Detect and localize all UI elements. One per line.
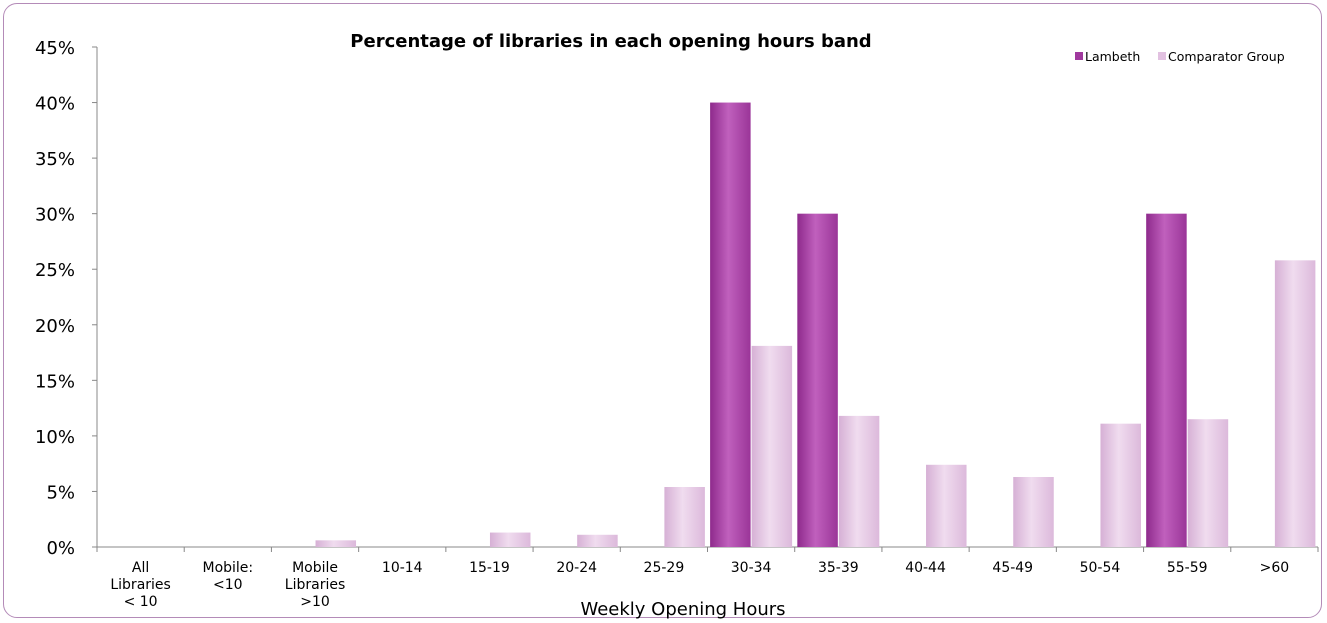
x-tick-label: 55-59 — [1167, 560, 1208, 576]
x-tick-label: 20-24 — [556, 560, 597, 576]
y-tick-label: 45% — [35, 38, 75, 59]
x-tick-label-line: Libraries — [110, 577, 170, 593]
x-tick-label-line: All — [132, 560, 149, 576]
bar-comparator-group — [1100, 423, 1141, 547]
legend-swatch-comparator-group — [1158, 52, 1166, 60]
x-axis-title: Weekly Opening Hours — [580, 599, 785, 620]
x-tick-label-line: 20-24 — [556, 560, 597, 576]
bar-comparator-group — [1187, 419, 1229, 547]
x-tick-label-line: 45-49 — [992, 560, 1033, 576]
bar-comparator-group — [315, 540, 357, 547]
x-tick-label-line: 30-34 — [731, 560, 772, 576]
chart-title: Percentage of libraries in each opening … — [350, 31, 871, 52]
legend-label-lambeth: Lambeth — [1085, 49, 1140, 64]
x-tick-label-line: < 10 — [124, 594, 158, 610]
bar-comparator-group — [1013, 477, 1054, 547]
bar-comparator-group — [926, 464, 967, 547]
y-tick-label: 20% — [35, 316, 75, 337]
x-tick-label-line: 55-59 — [1167, 560, 1208, 576]
bar-comparator-group — [838, 415, 880, 547]
bars — [315, 102, 1316, 548]
x-tick-label-line: >10 — [300, 594, 330, 610]
bar-lambeth — [1146, 213, 1187, 547]
x-tick-label: 15-19 — [469, 560, 510, 576]
bar-comparator-group — [751, 345, 793, 547]
x-tick-label-line: 25-29 — [644, 560, 685, 576]
legend: Lambeth Comparator Group — [1075, 49, 1285, 64]
bar-lambeth — [797, 213, 838, 547]
legend-label-comparator-group: Comparator Group — [1168, 49, 1285, 64]
x-tick-label: 40-44 — [905, 560, 946, 576]
y-tick-label: 35% — [35, 149, 75, 170]
y-tick-label: 10% — [35, 427, 75, 448]
bar-comparator-group — [489, 532, 531, 547]
x-tick-label: Mobile Libraries >10 — [285, 560, 345, 610]
y-tick-label: 40% — [35, 94, 75, 115]
legend-swatch-lambeth — [1075, 52, 1083, 60]
x-tick-label-line: 50-54 — [1080, 560, 1121, 576]
x-tick-label: >60 — [1260, 560, 1290, 576]
x-tick-label-line: 10-14 — [382, 560, 423, 576]
x-tick-label-line: <10 — [213, 577, 243, 593]
bar-comparator-group — [1274, 260, 1316, 547]
x-tick-label-line: 40-44 — [905, 560, 946, 576]
x-tick-label: 30-34 — [731, 560, 772, 576]
x-tick-label: All Libraries < 10 — [110, 560, 170, 610]
bar-comparator-group — [664, 487, 705, 547]
x-tick-label: 45-49 — [992, 560, 1033, 576]
x-tick-label: 35-39 — [818, 560, 859, 576]
x-tick-label-line: 15-19 — [469, 560, 510, 576]
y-axis: 0% 5% 10% 15% 20% 25% 30% 35% 40% 45% — [35, 38, 98, 559]
x-tick-label-line: Mobile — [292, 560, 338, 576]
x-tick-label: Mobile: <10 — [203, 560, 254, 593]
y-tick-label: 15% — [35, 371, 75, 392]
x-tick-label-line: 35-39 — [818, 560, 859, 576]
x-tick-label: 50-54 — [1080, 560, 1121, 576]
bar-lambeth — [710, 102, 751, 548]
x-tick-label-line: Mobile: — [203, 560, 254, 576]
x-tick-label: 10-14 — [382, 560, 423, 576]
y-tick-label: 25% — [35, 260, 75, 281]
y-tick-label: 30% — [35, 205, 75, 226]
x-tick-label: 25-29 — [644, 560, 685, 576]
x-tick-label-line: >60 — [1260, 560, 1290, 576]
y-tick-label: 5% — [46, 482, 75, 503]
x-tick-label-line: Libraries — [285, 577, 345, 593]
y-tick-label: 0% — [46, 538, 75, 559]
bar-comparator-group — [577, 534, 618, 547]
